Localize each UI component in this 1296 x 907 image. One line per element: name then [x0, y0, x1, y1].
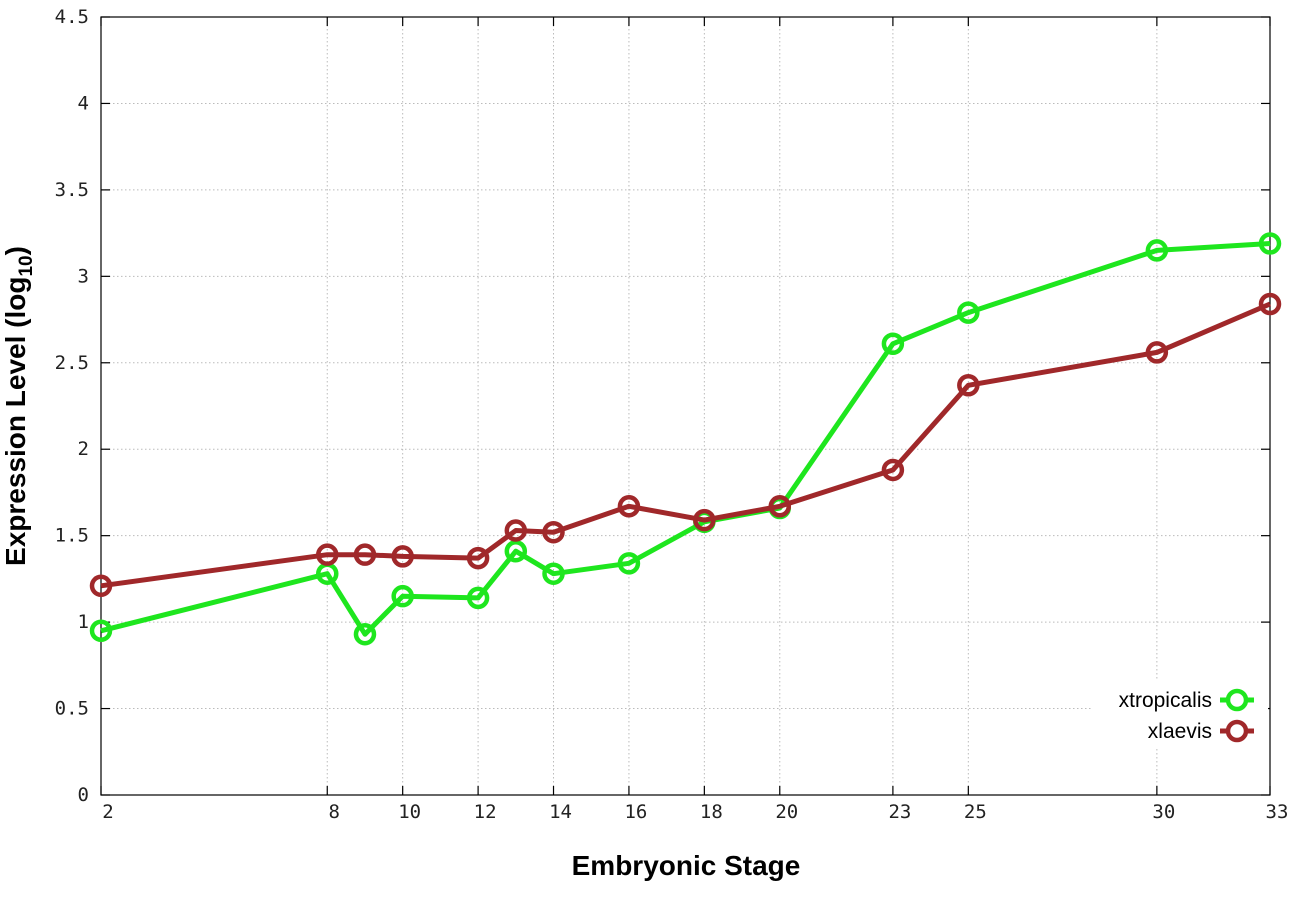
y-tick-labels: 0 0.5 1 1.5 2 2.5 3 3.5 4 4.5	[55, 6, 89, 806]
y-tick-label: 3	[78, 265, 89, 287]
data-point-xlaevis	[617, 495, 641, 518]
y-tick-label: 0.5	[55, 698, 89, 720]
series-layer	[89, 232, 1282, 646]
x-tick-label: 8	[329, 801, 340, 823]
x-tick-label: 25	[964, 801, 987, 823]
data-point-xlaevis	[89, 574, 113, 598]
legend-label-xtropicalis: xtropicalis	[1119, 689, 1212, 712]
grid-lines	[101, 17, 1270, 795]
x-tick-label: 2	[102, 801, 113, 823]
data-point-xlaevis	[466, 546, 490, 570]
y-tick-label: 2	[78, 438, 89, 460]
y-axis-title-subscript: 10	[16, 255, 37, 276]
series-line-xlaevis	[100, 301, 1271, 589]
legend-marker-xlaevis	[1225, 719, 1249, 743]
legend: xtropicalis xlaevis	[1092, 681, 1268, 747]
x-tick-label: 10	[398, 801, 421, 823]
data-point-xtropicalis	[353, 622, 377, 646]
data-point-xlaevis	[693, 508, 716, 532]
x-tick-label: 14	[549, 801, 572, 823]
data-point-xlaevis	[1145, 341, 1169, 364]
y-tick-label: 4.5	[55, 6, 89, 28]
data-point-xtropicalis	[617, 552, 641, 575]
data-point-xlaevis	[316, 543, 339, 566]
x-tick-label: 23	[888, 801, 911, 823]
x-tick-labels: 2 8 10 12 14 16 18 20 23 25 30 33	[102, 801, 1288, 823]
data-point-xlaevis	[391, 545, 414, 568]
x-tick-label: 30	[1152, 801, 1175, 823]
data-point-xlaevis	[768, 495, 792, 518]
data-point-xtropicalis	[1145, 239, 1169, 262]
series-line-xtropicalis	[100, 241, 1271, 637]
series-xlaevis	[89, 292, 1282, 598]
y-axis-title-main: Expression Level (log	[0, 277, 31, 566]
data-point-xtropicalis	[1258, 232, 1282, 255]
data-point-xtropicalis	[957, 301, 980, 324]
y-tick-label: 1.5	[55, 525, 89, 547]
data-point-xlaevis	[504, 519, 528, 542]
y-tick-label: 0	[78, 784, 89, 806]
axis-ticks	[100, 16, 1271, 796]
x-tick-label: 12	[474, 801, 497, 823]
data-point-xtropicalis	[391, 584, 414, 608]
data-point-xtropicalis	[881, 332, 905, 356]
x-tick-label: 16	[624, 801, 647, 823]
y-tick-label: 2.5	[55, 352, 89, 374]
data-point-xlaevis	[1258, 292, 1282, 316]
data-point-xlaevis	[542, 520, 565, 544]
data-point-xlaevis	[353, 543, 377, 566]
plot-frame	[100, 16, 1271, 796]
data-point-xtropicalis	[504, 539, 528, 563]
y-tick-label: 4	[78, 92, 89, 114]
y-tick-label: 1	[78, 611, 89, 633]
y-axis-title-close: )	[0, 246, 31, 255]
x-axis-title: Embryonic Stage	[572, 850, 801, 881]
x-tick-label: 18	[700, 801, 723, 823]
series-xtropicalis	[89, 232, 1282, 646]
legend-label-xlaevis: xlaevis	[1148, 720, 1212, 743]
y-axis-title: Expression Level (log10)	[0, 246, 37, 566]
data-point-xlaevis	[957, 374, 980, 397]
legend-marker-xtropicalis	[1225, 688, 1249, 712]
data-point-xtropicalis	[89, 619, 113, 643]
data-point-xtropicalis	[542, 562, 565, 585]
x-tick-label: 20	[775, 801, 798, 823]
y-tick-label: 3.5	[55, 179, 89, 201]
data-point-xtropicalis	[466, 586, 490, 610]
data-point-xlaevis	[881, 458, 905, 482]
x-tick-label: 33	[1266, 801, 1289, 823]
